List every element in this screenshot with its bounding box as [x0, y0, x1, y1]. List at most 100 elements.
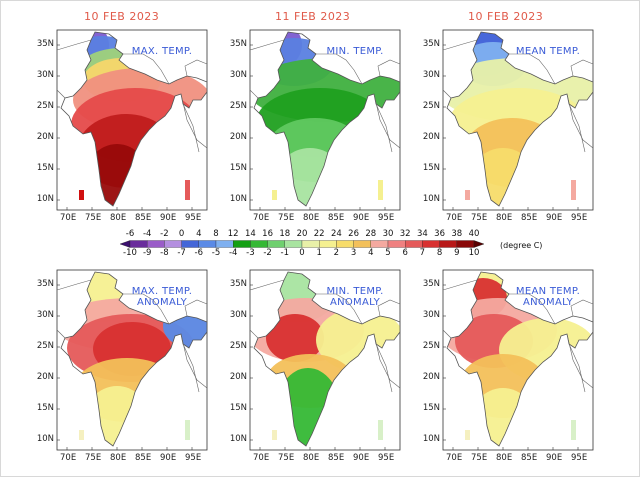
india-outline — [60, 31, 208, 207]
colorbar-temp-tick: 32 — [399, 229, 411, 239]
lon-label: 75E — [278, 213, 295, 223]
lat-label: 20N — [36, 372, 54, 382]
colorbar-temp-tick: 22 — [313, 229, 325, 239]
date-header-mean: 10 FEB 2023 — [468, 10, 544, 23]
colorbar-anomaly-tick: -10 — [123, 248, 137, 258]
lon-label: 85E — [135, 213, 152, 223]
india-outline — [446, 271, 594, 447]
colorbar-temp-tick: 38 — [451, 229, 463, 239]
border-line — [316, 293, 363, 325]
border-line — [56, 329, 66, 339]
colorbar-anomaly-tick: -2 — [263, 248, 272, 258]
lat-label: 30N — [229, 70, 247, 80]
lat-label: 20N — [229, 372, 247, 382]
date-header-max: 10 FEB 2023 — [84, 10, 160, 23]
lakshadweep-marker — [79, 190, 84, 200]
colorbar-segment — [215, 240, 234, 248]
colorbar-segment — [181, 240, 199, 248]
border-line — [180, 93, 208, 149]
lon-label: 90E — [353, 213, 370, 223]
lon-label: 70E — [446, 213, 463, 223]
border-line — [123, 53, 170, 85]
border-line — [136, 139, 142, 149]
border-line — [442, 39, 478, 51]
colorbar-segment — [284, 240, 303, 248]
lat-label: 25N — [229, 101, 247, 111]
colorbar-segment — [353, 240, 371, 248]
lon-label: 95E — [378, 213, 395, 223]
lat-label: 10N — [36, 434, 54, 444]
andaman-marker — [571, 420, 576, 440]
colorbar-unit: (degree C) — [500, 241, 543, 250]
border-line — [180, 333, 208, 389]
colorbar-temp-tick: 30 — [382, 229, 394, 239]
colorbar-anomaly-tick: 5 — [385, 248, 391, 258]
colorbar-temp-tick: 14 — [244, 229, 256, 239]
andaman-marker — [185, 180, 190, 200]
border-line — [123, 293, 170, 325]
lon-label: 80E — [110, 213, 127, 223]
lon-label: 85E — [328, 213, 345, 223]
colorbar-anomaly-tick: -3 — [246, 248, 255, 258]
lat-label: 15N — [422, 403, 440, 413]
border-line — [56, 39, 92, 51]
map-min-anom — [249, 269, 401, 451]
lat-label: 15N — [36, 403, 54, 413]
lon-label: 90E — [546, 213, 563, 223]
lat-label: 25N — [422, 341, 440, 351]
lon-label: 80E — [110, 453, 127, 463]
lon-label: 95E — [185, 453, 202, 463]
lon-label: 90E — [353, 453, 370, 463]
colorbar-anomaly-tick: -9 — [142, 248, 152, 258]
map-mean-temp — [442, 29, 594, 211]
lon-label: 85E — [328, 453, 345, 463]
lon-label: 90E — [546, 453, 563, 463]
colorbar-segment — [164, 240, 182, 248]
border-line — [568, 103, 586, 153]
lat-label: 30N — [36, 310, 54, 320]
lon-label: 75E — [471, 213, 488, 223]
lakshadweep-marker — [465, 190, 470, 200]
lakshadweep-marker — [79, 430, 84, 440]
colorbar-temp-tick: 36 — [434, 229, 445, 239]
lon-label: 85E — [521, 453, 538, 463]
colorbar-anomaly-tick: 0 — [299, 248, 305, 258]
border-line — [522, 379, 528, 389]
border-line — [442, 279, 478, 291]
colorbar-anomaly-tick: -7 — [177, 248, 186, 258]
colorbar-segment — [336, 240, 354, 248]
lat-label: 30N — [229, 310, 247, 320]
lon-label: 75E — [85, 453, 102, 463]
border-line — [442, 329, 452, 339]
lon-label: 75E — [471, 453, 488, 463]
colorbar-arrow-left — [119, 240, 131, 248]
lon-label: 75E — [278, 453, 295, 463]
colorbar-segment — [387, 240, 406, 248]
lon-label: 70E — [446, 453, 463, 463]
border-line — [373, 333, 401, 389]
colorbar-temp-tick: 12 — [227, 229, 239, 239]
colorbar-segment — [198, 240, 217, 248]
colorbar-segment — [233, 240, 251, 248]
colorbar-segment — [147, 240, 165, 248]
border-line — [373, 93, 401, 149]
lat-label: 25N — [229, 341, 247, 351]
lat-label: 25N — [422, 101, 440, 111]
lat-label: 35N — [36, 39, 54, 49]
lat-label: 35N — [229, 279, 247, 289]
colorbar-segment — [301, 240, 320, 248]
india-outline — [253, 271, 401, 447]
lat-label: 10N — [36, 194, 54, 204]
map-label-mean-temp: MEAN TEMP. — [515, 46, 581, 57]
lon-label: 70E — [60, 453, 77, 463]
border-line — [375, 103, 393, 153]
lon-label: 95E — [378, 453, 395, 463]
map-label-min-anom: MIN. TEMP. ANOMALY — [326, 286, 384, 308]
lon-label: 70E — [253, 213, 270, 223]
colorbar-anomaly-tick: -6 — [194, 248, 204, 258]
andaman-marker — [571, 180, 576, 200]
map-mean-anom — [442, 269, 594, 451]
colorbar-segment — [405, 240, 423, 248]
colorbar-anomaly-tick: 8 — [436, 248, 443, 258]
border-line — [249, 39, 285, 51]
